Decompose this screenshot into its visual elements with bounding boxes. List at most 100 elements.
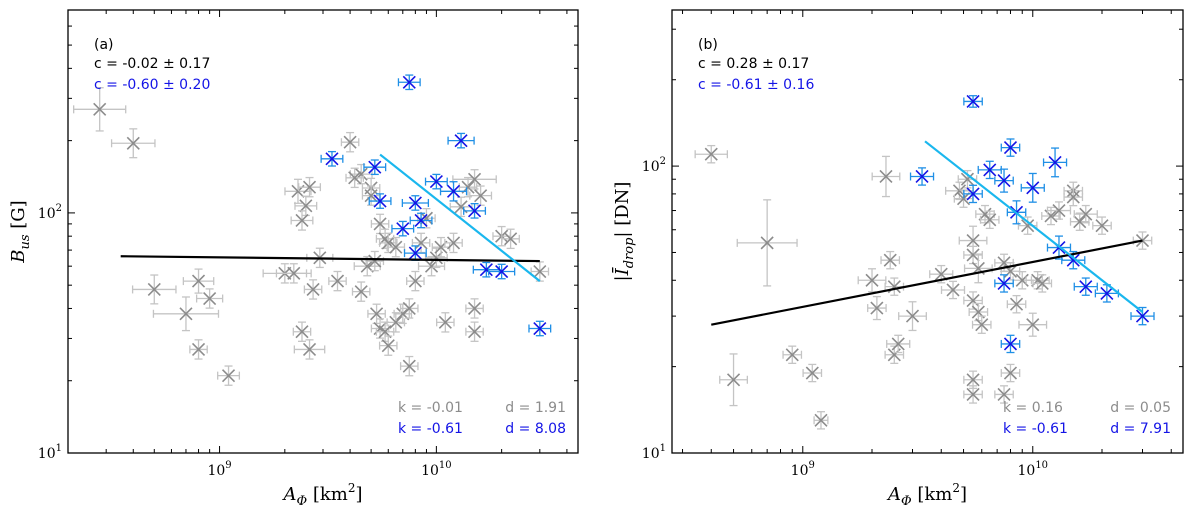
blue-point-0 bbox=[320, 150, 344, 167]
annotation-c-all: c = -0.02 ± 0.17 bbox=[94, 56, 210, 72]
x-marker bbox=[997, 276, 1011, 290]
x-marker bbox=[368, 160, 382, 174]
x-marker bbox=[1095, 219, 1109, 233]
y-label-subscript: drop bbox=[622, 237, 637, 268]
gray-point-13 bbox=[292, 321, 312, 342]
blue-point-15 bbox=[1130, 306, 1155, 326]
blue-point-5 bbox=[401, 195, 430, 211]
x-marker bbox=[870, 301, 884, 315]
x-marker bbox=[402, 301, 416, 316]
gray-point-6 bbox=[195, 288, 224, 309]
x-marker bbox=[934, 267, 948, 281]
x-marker bbox=[891, 337, 905, 351]
gray-point-42 bbox=[417, 255, 446, 277]
x-marker bbox=[883, 253, 897, 267]
x-marker bbox=[389, 240, 403, 254]
gray-point-4 bbox=[802, 363, 823, 383]
x-marker bbox=[429, 175, 443, 189]
blue-point-2 bbox=[368, 193, 392, 209]
gray-point-20 bbox=[963, 245, 983, 265]
gray-point-21 bbox=[345, 167, 365, 189]
x-label-superscript: 2 bbox=[952, 481, 960, 495]
gray-point-42 bbox=[1063, 187, 1084, 207]
x-marker bbox=[126, 136, 140, 150]
x-marker bbox=[533, 264, 547, 279]
y-tick-label: 102 bbox=[642, 156, 666, 175]
x-marker bbox=[221, 369, 236, 383]
x-marker bbox=[1035, 276, 1049, 290]
blue-point-12 bbox=[472, 261, 500, 278]
blue-point-10 bbox=[1042, 147, 1068, 178]
gray-point-45 bbox=[436, 312, 455, 333]
x-marker bbox=[325, 152, 339, 166]
x-marker bbox=[997, 174, 1011, 188]
annotation-d-blue: d = 8.08 bbox=[505, 421, 566, 437]
x-marker bbox=[402, 359, 416, 373]
x-marker bbox=[373, 217, 387, 231]
gray-point-27 bbox=[370, 213, 390, 235]
y-label-symbol: |Ī bbox=[610, 266, 633, 281]
x-marker bbox=[1066, 190, 1080, 204]
tick-exponent: 9 bbox=[809, 460, 815, 471]
gray-point-2 bbox=[131, 274, 177, 305]
gray-point-33 bbox=[1006, 294, 1027, 314]
fit-line-blue bbox=[379, 153, 541, 282]
fit-line-blue bbox=[924, 140, 1144, 313]
blue-point-5 bbox=[994, 274, 1014, 293]
x-marker bbox=[983, 163, 997, 177]
x-marker bbox=[966, 293, 980, 308]
tick-base: 10 bbox=[421, 463, 439, 479]
y-axis-label: Bus [G] bbox=[8, 200, 33, 263]
gray-point-18 bbox=[328, 270, 347, 292]
blue-point-4 bbox=[397, 74, 421, 91]
x-marker bbox=[504, 232, 518, 246]
x-tick-label: 1010 bbox=[421, 460, 452, 479]
gray-point-15 bbox=[293, 339, 326, 360]
x-marker bbox=[343, 135, 357, 149]
gray-point-37 bbox=[399, 298, 419, 319]
x-marker bbox=[396, 222, 410, 236]
x-marker bbox=[946, 283, 960, 297]
gray-point-48 bbox=[458, 176, 478, 198]
gray-point-14 bbox=[929, 264, 954, 284]
x-marker bbox=[360, 259, 374, 273]
gray-point-3 bbox=[152, 296, 220, 332]
x-marker bbox=[474, 189, 488, 203]
gray-point-52 bbox=[469, 185, 493, 206]
blue-point-13 bbox=[1073, 277, 1098, 296]
gray-point-23 bbox=[361, 185, 381, 206]
x-marker bbox=[1073, 215, 1087, 229]
x-marker bbox=[952, 184, 967, 198]
gray-point-28 bbox=[963, 385, 983, 404]
gray-point-29 bbox=[378, 232, 398, 254]
x-marker bbox=[467, 301, 482, 316]
x-marker bbox=[1079, 280, 1093, 294]
panel-label: (a) bbox=[94, 37, 114, 53]
annotation-k-all: k = 0.16 bbox=[1003, 400, 1063, 416]
fit-line-all bbox=[120, 255, 540, 263]
x-marker bbox=[1009, 297, 1024, 311]
gray-point-0 bbox=[73, 87, 127, 132]
x-marker bbox=[295, 213, 309, 228]
gray-point-13 bbox=[898, 301, 927, 332]
x-marker bbox=[370, 307, 384, 321]
x-marker bbox=[966, 373, 980, 387]
tick-base: 10 bbox=[642, 159, 660, 175]
gray-point-43 bbox=[1069, 212, 1090, 231]
annotation-k-all: k = -0.01 bbox=[398, 400, 463, 416]
blue-point-10 bbox=[447, 132, 475, 149]
y-label-unit: | [DN] bbox=[612, 182, 633, 238]
x-marker bbox=[389, 315, 403, 329]
tick-base: 10 bbox=[207, 463, 225, 479]
y-tick-label: 101 bbox=[642, 443, 666, 462]
blue-point-8 bbox=[424, 173, 448, 190]
gray-point-4 bbox=[182, 268, 215, 294]
tick-exponent: 9 bbox=[225, 460, 231, 471]
tick-base: 10 bbox=[38, 446, 56, 462]
blue-point-6 bbox=[403, 245, 427, 261]
annotation-d-all: d = 0.05 bbox=[1110, 400, 1171, 416]
x-marker bbox=[1135, 309, 1150, 323]
x-marker bbox=[983, 213, 997, 227]
